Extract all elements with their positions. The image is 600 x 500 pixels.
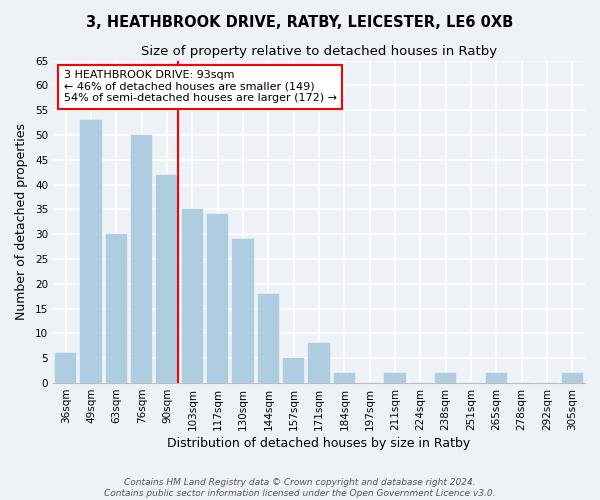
Bar (334, 373, 355, 383)
Bar (156, 174, 178, 383)
Title: Size of property relative to detached houses in Ratby: Size of property relative to detached ho… (141, 45, 497, 58)
Bar (562, 373, 583, 383)
Bar (283, 358, 304, 383)
Bar (182, 210, 203, 383)
Text: Contains HM Land Registry data © Crown copyright and database right 2024.
Contai: Contains HM Land Registry data © Crown c… (104, 478, 496, 498)
Bar (131, 135, 152, 383)
Text: 3 HEATHBROOK DRIVE: 93sqm
← 46% of detached houses are smaller (149)
54% of semi: 3 HEATHBROOK DRIVE: 93sqm ← 46% of detac… (64, 70, 337, 103)
Bar (207, 214, 229, 383)
Bar (384, 373, 406, 383)
Bar (435, 373, 457, 383)
Bar (308, 344, 330, 383)
Bar (257, 294, 279, 383)
X-axis label: Distribution of detached houses by size in Ratby: Distribution of detached houses by size … (167, 437, 470, 450)
Bar (485, 373, 507, 383)
Y-axis label: Number of detached properties: Number of detached properties (15, 124, 28, 320)
Bar (55, 354, 76, 383)
Bar (80, 120, 102, 383)
Bar (232, 239, 254, 383)
Bar (106, 234, 127, 383)
Text: 3, HEATHBROOK DRIVE, RATBY, LEICESTER, LE6 0XB: 3, HEATHBROOK DRIVE, RATBY, LEICESTER, L… (86, 15, 514, 30)
